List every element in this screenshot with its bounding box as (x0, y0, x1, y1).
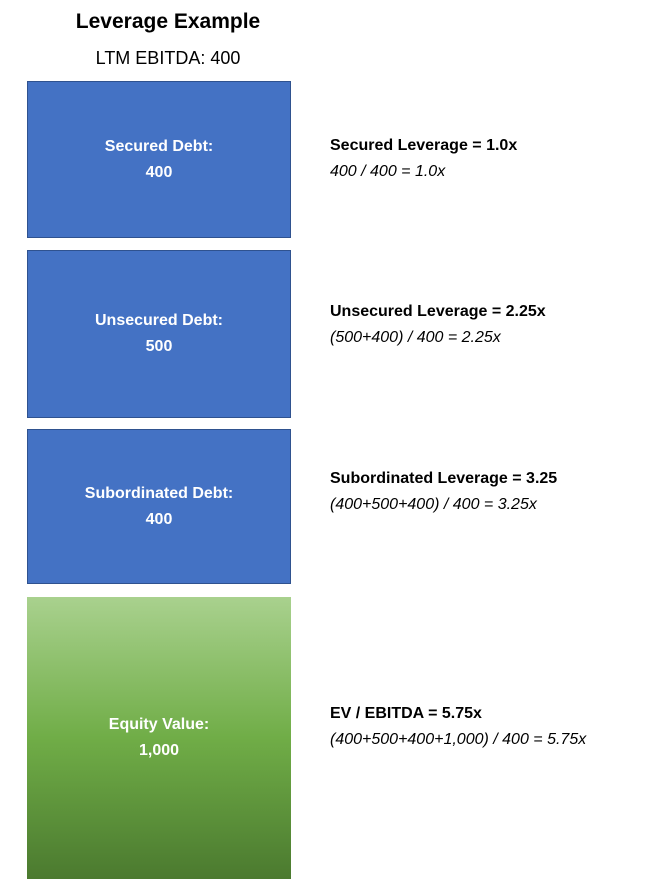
secured-debt-label: Secured Debt: (104, 137, 214, 155)
unsecured-debt-label: Unsecured Debt: (94, 312, 224, 329)
unsecured-debt-value: 500 (145, 338, 173, 355)
subordinated-debt-block: Subordinated Debt: 400 (27, 429, 291, 584)
unsecured-leverage-note: Unsecured Leverage = 2.25x (500+400) / 4… (330, 299, 650, 351)
subordinated-debt-label: Subordinated Debt: (84, 484, 234, 502)
secured-leverage-note: Secured Leverage = 1.0x 400 / 400 = 1.0x (330, 133, 650, 185)
diagram-title: Leverage Example (75, 10, 261, 33)
unsecured-leverage-calc: (500+400) / 400 = 2.25x (330, 329, 501, 346)
subordinated-leverage-note: Subordinated Leverage = 3.25 (400+500+40… (330, 466, 650, 518)
subordinated-leverage-calc: (400+500+400) / 400 = 3.25x (330, 496, 537, 513)
secured-leverage-equation: Secured Leverage = 1.0x (330, 137, 518, 154)
ltm-ebitda-subtitle: LTM EBITDA: 400 (95, 48, 241, 68)
subordinated-leverage-equation: Subordinated Leverage = 3.25 (330, 470, 558, 487)
secured-leverage-calc: 400 / 400 = 1.0x (330, 163, 446, 180)
ev-ebitda-equation: EV / EBITDA = 5.75x (330, 705, 482, 722)
unsecured-debt-block: Unsecured Debt: 500 (27, 250, 291, 418)
ev-ebitda-calc: (400+500+400+1,000) / 400 = 5.75x (330, 731, 587, 748)
equity-value-label: Equity Value: (108, 716, 210, 733)
equity-value-block: Equity Value: 1,000 (27, 597, 291, 879)
equity-value-amount: 1,000 (138, 742, 180, 759)
subordinated-debt-value: 400 (145, 510, 173, 528)
ev-ebitda-note: EV / EBITDA = 5.75x (400+500+400+1,000) … (330, 701, 650, 753)
unsecured-leverage-equation: Unsecured Leverage = 2.25x (330, 303, 546, 320)
secured-debt-value: 400 (145, 163, 173, 181)
secured-debt-block: Secured Debt: 400 (27, 81, 291, 238)
